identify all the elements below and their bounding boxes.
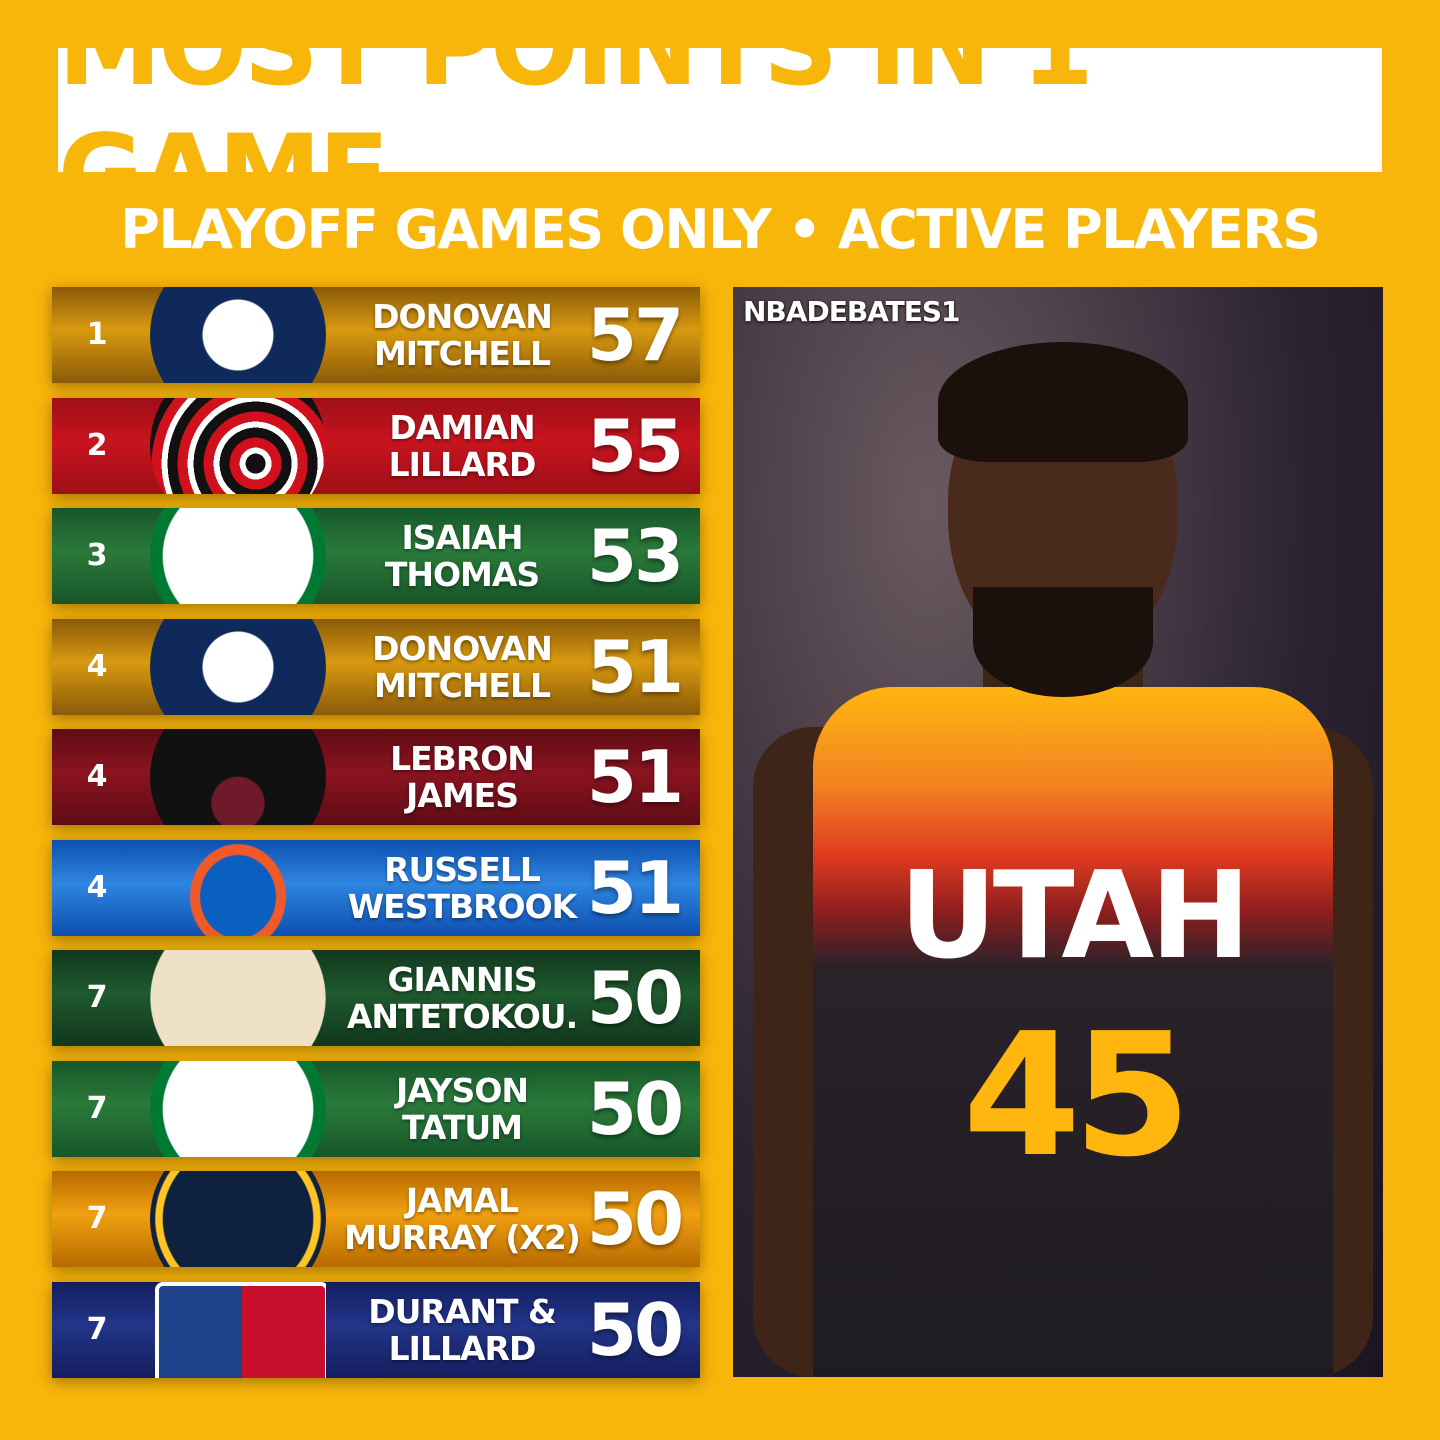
rank: 7	[86, 1311, 108, 1347]
points: 51	[586, 624, 684, 709]
player-second-line: TATUM	[401, 1107, 523, 1147]
points: 50	[586, 956, 684, 1040]
portland-trail-blazers-logo-icon	[150, 397, 326, 494]
player-photo: UTAH 45 NBADEBATES1	[733, 287, 1383, 1377]
rank: 3	[86, 538, 108, 573]
boston-celtics-logo-icon	[150, 1060, 326, 1157]
utah-jazz-logo-icon	[150, 618, 326, 715]
page-title: MOST POINTS IN 1 GAME	[58, 0, 1094, 239]
leaderboard-row: 7 DURANT & LILLARD 50	[52, 1281, 700, 1378]
leaderboard-row: 4 RUSSELL WESTBROOK 51	[52, 839, 700, 936]
rank: 4	[86, 869, 108, 905]
leaderboard-row: 7 JAYSON TATUM 50	[52, 1060, 700, 1157]
player-second-line: LILLARD	[388, 444, 537, 484]
points: 50	[586, 1177, 684, 1261]
points: 50	[586, 1066, 684, 1151]
player-name: GIANNIS ANTETOKOU.	[342, 958, 582, 1038]
rank: 4	[86, 759, 108, 794]
player-first-line: JAMAL	[405, 1181, 519, 1220]
player-beard	[973, 587, 1153, 697]
jersey: UTAH 45	[813, 687, 1333, 1377]
player-second-line: WESTBROOK	[347, 886, 577, 926]
points: 51	[586, 735, 684, 819]
utah-jazz-logo-icon	[150, 287, 326, 383]
jersey-text: UTAH	[899, 847, 1250, 986]
player-name: DURANT & LILLARD	[342, 1290, 582, 1370]
player-second-line: MURRAY (X2)	[344, 1218, 581, 1257]
player-second-line: JAMES	[406, 776, 519, 815]
cleveland-cavaliers-logo-icon	[150, 729, 326, 825]
player-name: JAYSON TATUM	[342, 1069, 582, 1149]
rank: 1	[86, 317, 108, 352]
nba-logo-icon	[150, 1281, 326, 1378]
player-first-line: DAMIAN	[389, 407, 535, 447]
player-name: JAMAL MURRAY (X2)	[342, 1179, 582, 1259]
rank: 7	[86, 1090, 108, 1126]
leaderboard-row: 4 DONOVAN MITCHELL 51	[52, 618, 700, 715]
leaderboard-row: 1 DONOVAN MITCHELL 57	[52, 287, 700, 383]
leaderboard-row: 7 JAMAL MURRAY (X2) 50	[52, 1171, 700, 1267]
rank: 7	[86, 980, 108, 1015]
player-first-line: DURANT &	[368, 1291, 557, 1331]
boston-celtics-logo-icon	[150, 508, 326, 604]
player-first-line: GIANNIS	[387, 960, 537, 999]
player-second-line: MITCHELL	[373, 334, 551, 373]
denver-nuggets-logo-icon	[150, 1171, 326, 1267]
credit-watermark: NBADEBATES1	[743, 295, 961, 328]
points: 57	[586, 293, 684, 377]
points: 53	[586, 514, 684, 598]
subtitle: PLAYOFF GAMES ONLY • ACTIVE PLAYERS	[120, 198, 1321, 261]
leaderboard-row: 4 LEBRON JAMES 51	[52, 729, 700, 825]
player-name: DAMIAN LILLARD	[342, 406, 582, 486]
player-first-line: DONOVAN	[372, 628, 553, 668]
player-second-line: ANTETOKOU.	[346, 997, 578, 1036]
player-name: RUSSELL WESTBROOK	[342, 848, 582, 928]
okc-thunder-logo-icon	[150, 839, 326, 936]
title-banner: MOST POINTS IN 1 GAME	[58, 0, 1382, 238]
player-second-line: LILLARD	[388, 1328, 537, 1368]
points: 51	[586, 845, 684, 930]
rank: 7	[86, 1201, 108, 1236]
player-name: DONOVAN MITCHELL	[342, 627, 582, 707]
jersey-number: 45	[962, 997, 1192, 1195]
leaderboard-row: 3 ISAIAH THOMAS 53	[52, 508, 700, 604]
points: 55	[586, 403, 684, 488]
player-hair	[938, 342, 1188, 462]
player-name: LEBRON JAMES	[342, 737, 582, 817]
player-second-line: THOMAS	[384, 555, 540, 594]
player-first-line: JAYSON	[396, 1070, 529, 1110]
player-name: ISAIAH THOMAS	[342, 516, 582, 596]
points: 50	[586, 1287, 684, 1372]
player-first-line: ISAIAH	[401, 518, 523, 557]
player-first-line: LEBRON	[390, 739, 535, 778]
leaderboard-row: 7 GIANNIS ANTETOKOU. 50	[52, 950, 700, 1046]
player-first-line: RUSSELL	[384, 849, 541, 889]
rank: 4	[86, 648, 108, 684]
leaderboard-row: 2 DAMIAN LILLARD 55	[52, 397, 700, 494]
player-name: DONOVAN MITCHELL	[342, 295, 582, 375]
player-first-line: DONOVAN	[372, 297, 553, 336]
player-second-line: MITCHELL	[373, 665, 551, 705]
rank: 2	[86, 427, 108, 463]
milwaukee-bucks-logo-icon	[150, 950, 326, 1046]
